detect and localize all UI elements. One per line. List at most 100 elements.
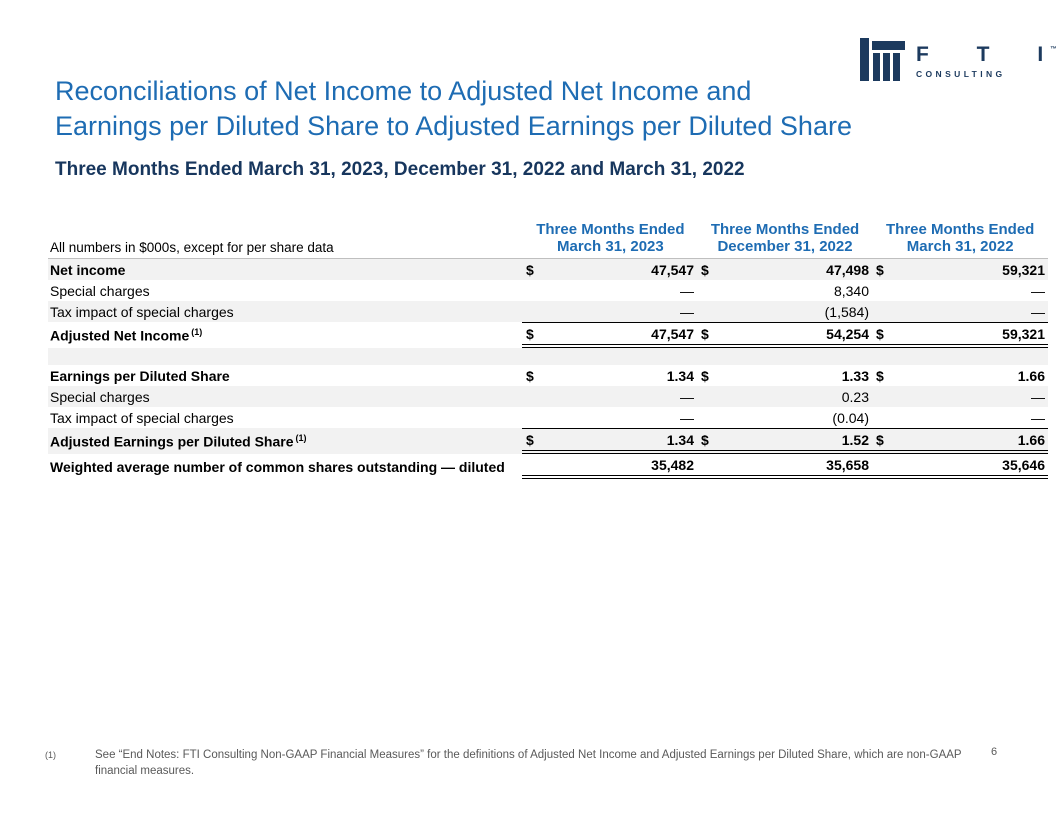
value-cell: (1,584) <box>697 301 872 322</box>
table-row-eps-diluted: Earnings per Diluted Share $1.34 $1.33 $… <box>48 365 1048 386</box>
value-cell: $47,498 <box>697 259 872 280</box>
column-header-line2: December 31, 2022 <box>717 237 853 255</box>
cell-value: 1.34 <box>666 367 694 384</box>
row-label: Special charges <box>50 388 150 405</box>
cell-value: 1.66 <box>1017 367 1045 384</box>
value-cell: — <box>872 386 1048 407</box>
value-cell: $59,321 <box>872 323 1048 344</box>
cell-value: 59,321 <box>1002 325 1045 342</box>
cell-value: 1.34 <box>666 431 694 448</box>
currency-symbol: $ <box>526 367 534 384</box>
currency-symbol: $ <box>876 261 884 278</box>
table-row-weighted-average-shares: Weighted average number of common shares… <box>48 454 1048 479</box>
value-cell: 35,646 <box>872 454 1048 475</box>
table-row-adjusted-eps: Adjusted Earnings per Diluted Share (1) $… <box>48 428 1048 454</box>
value-cell: 35,482 <box>522 454 697 475</box>
row-values: $47,547 $54,254 $59,321 <box>522 322 1048 348</box>
row-values: $47,547 $47,498 $59,321 <box>522 259 1048 280</box>
cell-value: 47,547 <box>651 261 694 278</box>
column-header-line1: Three Months Ended <box>886 221 1035 238</box>
row-values: 35,482 35,658 35,646 <box>522 454 1048 479</box>
page-subtitle: Three Months Ended March 31, 2023, Decem… <box>55 159 745 180</box>
value-cell: $54,254 <box>697 323 872 344</box>
cell-value: 47,498 <box>826 261 869 278</box>
row-label-text: Adjusted Earnings per Diluted Share <box>50 433 294 450</box>
table-row-tax-impact: Tax impact of special charges — (1,584) … <box>48 301 1048 322</box>
row-label: Tax impact of special charges <box>50 303 234 320</box>
table-row-tax-impact-eps: Tax impact of special charges — (0.04) — <box>48 407 1048 428</box>
cell-value: 47,547 <box>651 325 694 342</box>
footnote-text: See “End Notes: FTI Consulting Non-GAAP … <box>95 749 962 777</box>
currency-symbol: $ <box>526 261 534 278</box>
value-cell: $1.66 <box>872 365 1048 386</box>
value-cell: $1.33 <box>697 365 872 386</box>
currency-symbol: $ <box>876 431 884 448</box>
value-cell: $47,547 <box>522 323 697 344</box>
cell-value: — <box>680 409 694 426</box>
cell-value: 1.52 <box>841 431 869 448</box>
value-cell: 35,658 <box>697 454 872 475</box>
cell-value: — <box>1031 303 1045 320</box>
cell-value: 35,658 <box>826 456 869 473</box>
currency-symbol: $ <box>701 325 709 342</box>
cell-value: 8,340 <box>833 282 869 299</box>
logo-fti: F T I™ <box>916 39 1056 66</box>
currency-symbol: $ <box>701 367 709 384</box>
row-label: Weighted average number of common shares… <box>50 458 505 475</box>
column-header-q4-2022: Three Months Ended December 31, 2022 <box>698 221 873 255</box>
table-units-note: All numbers in $000s, except for per sha… <box>50 240 334 255</box>
footnote-reference: (1) <box>295 432 307 443</box>
value-cell: $59,321 <box>872 259 1048 280</box>
cell-value: — <box>1031 388 1045 405</box>
value-cell: — <box>522 301 697 322</box>
row-label: Adjusted Earnings per Diluted Share (1) <box>48 433 522 450</box>
value-cell: — <box>872 407 1048 428</box>
currency-symbol: $ <box>876 367 884 384</box>
cell-value: 1.33 <box>841 367 869 384</box>
row-values: — 0.23 — <box>522 386 1048 407</box>
cell-value: 59,321 <box>1002 261 1045 278</box>
currency-symbol: $ <box>701 261 709 278</box>
value-cell: $1.66 <box>872 429 1048 450</box>
trademark-symbol: ™ <box>1050 46 1056 53</box>
cell-value: 35,482 <box>651 456 694 473</box>
logo-consulting: CONSULTING <box>916 69 1006 79</box>
value-cell: $1.34 <box>522 365 697 386</box>
value-cell: — <box>872 280 1048 301</box>
row-label: Tax impact of special charges <box>50 409 234 426</box>
row-values: $1.34 $1.33 $1.66 <box>522 365 1048 386</box>
row-values: — (0.04) — <box>522 407 1048 428</box>
cell-value: — <box>680 303 694 320</box>
cell-value: — <box>680 388 694 405</box>
row-values: — 8,340 — <box>522 280 1048 301</box>
row-label: Net income <box>50 261 126 278</box>
column-header-line1: Three Months Ended <box>536 221 685 238</box>
logo-fti-letters: F T I <box>916 43 1056 66</box>
row-label-text: Adjusted Net Income <box>50 327 190 344</box>
cell-value: 0.23 <box>841 388 869 405</box>
column-icon <box>860 38 905 81</box>
column-header-q1-2022: Three Months Ended March 31, 2022 <box>872 221 1048 255</box>
table-row-special-charges-eps: Special charges — 0.23 — <box>48 386 1048 407</box>
cell-value: 54,254 <box>826 325 869 342</box>
value-cell: $1.34 <box>522 429 697 450</box>
cell-value: — <box>680 282 694 299</box>
cell-value: 35,646 <box>1002 456 1045 473</box>
column-header-line2: March 31, 2022 <box>906 237 1014 255</box>
column-header-line2: March 31, 2023 <box>557 237 664 255</box>
spacer-row <box>48 348 1048 365</box>
fti-consulting-logo: F T I™ CONSULTING <box>860 38 1056 81</box>
table-row-adjusted-net-income: Adjusted Net Income (1) $47,547 $54,254 $… <box>48 322 1048 348</box>
footnote: (1) See “End Notes: FTI Consulting Non-G… <box>45 748 985 779</box>
page-title-line2: Earnings per Diluted Share to Adjusted E… <box>55 111 852 141</box>
value-cell: (0.04) <box>697 407 872 428</box>
value-cell: 8,340 <box>697 280 872 301</box>
footnote-reference: (1) <box>191 326 203 337</box>
value-cell: $47,547 <box>522 259 697 280</box>
table-row-net-income: Net income $47,547 $47,498 $59,321 <box>48 259 1048 280</box>
table-header-row: All numbers in $000s, except for per sha… <box>48 221 1048 259</box>
column-header-line1: Three Months Ended <box>710 221 860 238</box>
cell-value: 1.66 <box>1017 431 1045 448</box>
row-label: Special charges <box>50 282 150 299</box>
logo-text: F T I™ CONSULTING <box>916 38 1056 80</box>
